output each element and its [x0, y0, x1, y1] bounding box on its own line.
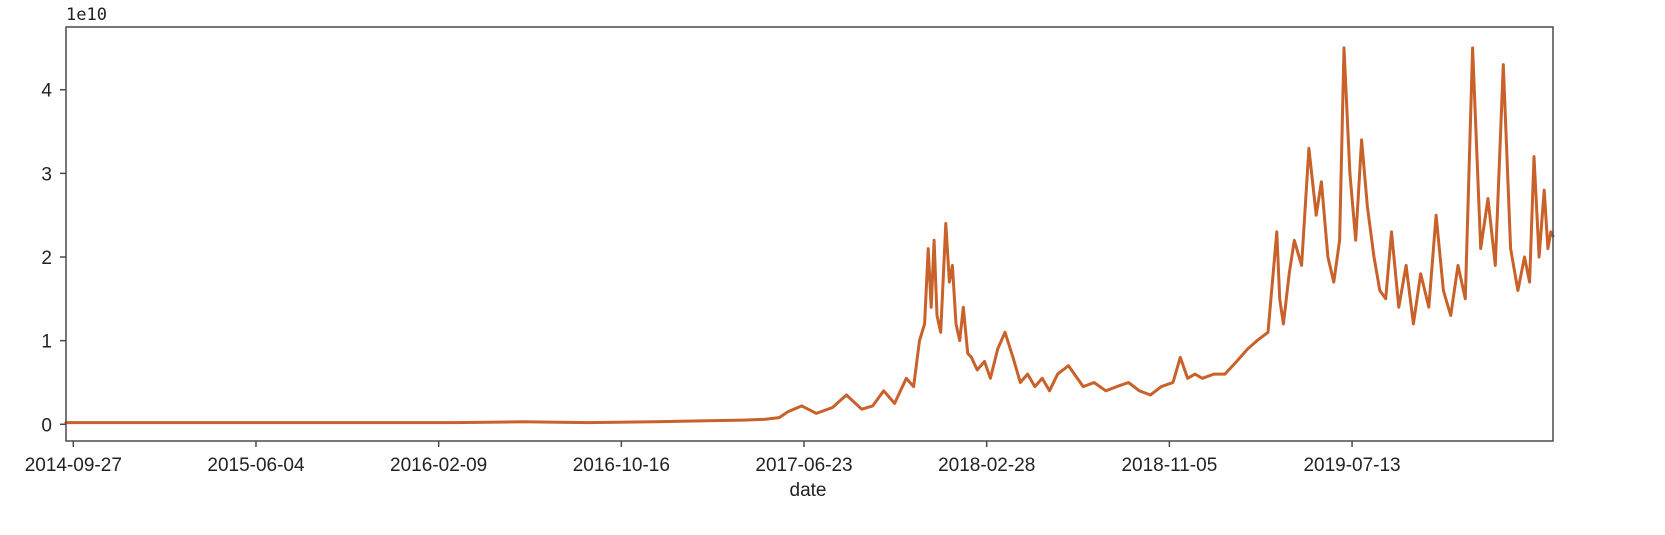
y-tick-label: 2 — [41, 248, 52, 269]
x-axis-ticks: 2014-09-27 2015-06-04 2016-02-09 2016-10-16… — [25, 441, 1401, 476]
x-tick-label: 2018-11-05 — [1121, 455, 1217, 476]
plot-frame — [65, 26, 1554, 442]
y-offset-label: 1e10 — [66, 5, 107, 25]
x-tick-label: 2017-06-23 — [755, 455, 852, 476]
x-axis-label: date — [790, 480, 827, 501]
x-tick-label: 2019-07-13 — [1303, 455, 1400, 476]
y-tick-label: 1 — [41, 332, 52, 353]
y-tick-label: 4 — [41, 81, 52, 102]
series-line — [64, 46, 1555, 425]
x-tick-label: 2016-10-16 — [573, 455, 670, 476]
y-tick-label: 0 — [41, 415, 52, 436]
x-tick-label: 2018-02-28 — [938, 455, 1035, 476]
x-tick-label: 2016-02-09 — [390, 455, 487, 476]
x-tick-label: 2015-06-04 — [207, 455, 305, 476]
y-tick-label: 3 — [41, 164, 52, 185]
y-axis-ticks: 0 1 2 3 4 — [41, 81, 66, 436]
x-tick-label: 2014-09-27 — [25, 455, 122, 476]
plot-background — [66, 27, 1553, 441]
